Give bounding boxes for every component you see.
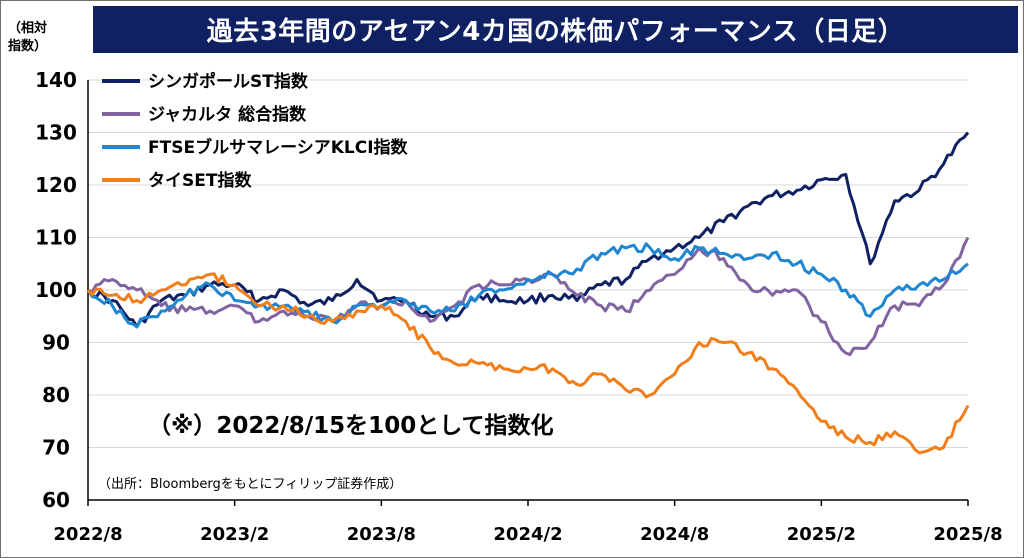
legend-label: FTSEブルサマレーシアKLCI指数: [148, 137, 409, 158]
y-tick-label: 80: [42, 383, 70, 407]
series-line: [86, 131, 970, 329]
source-note: （出所：Bloombergをもとにフィリップ証券作成）: [98, 476, 402, 492]
y-axis-label-line2: 指数）: [8, 39, 48, 54]
y-tick-label: 110: [35, 226, 77, 250]
x-tick-label: 2023/8: [347, 524, 416, 545]
x-tick-label: 2024/2: [493, 524, 562, 545]
y-axis-label-line1: （相対: [8, 21, 48, 36]
y-tick-label: 90: [42, 331, 70, 355]
series-line: [86, 272, 970, 455]
grid-lines: [88, 79, 968, 448]
normalization-note: （※）2022/8/15を100として指数化: [148, 412, 554, 439]
y-axis-label: （相対 指数）: [8, 20, 78, 56]
x-tick-label: 2022/8: [53, 524, 122, 545]
series-line: [86, 242, 969, 329]
x-tick-label: 2024/8: [640, 524, 709, 545]
x-tick-label: 2025/8: [933, 524, 1002, 545]
legend-label: シンガポールST指数: [148, 71, 309, 92]
y-tick-label: 60: [42, 488, 70, 512]
x-tick-label: 2025/2: [787, 524, 856, 545]
y-tick-label: 70: [42, 436, 70, 460]
axes: 60 70 80 90 100 110 120 130 140 2022/8 2023/2 2023/…: [35, 68, 1002, 545]
y-tick-label: 120: [35, 173, 77, 197]
y-tick-label: 100: [35, 278, 77, 302]
y-tick-label: 140: [35, 68, 77, 92]
series-line: [87, 236, 970, 357]
x-tick-label: 2023/2: [200, 524, 269, 545]
chart-title: 過去3年間のアセアン4カ国の株価パフォーマンス（日足）: [93, 6, 1018, 53]
legend-label: ジャカルタ 総合指数: [148, 104, 307, 125]
series-lines: [86, 131, 970, 455]
legend-label: タイSET指数: [148, 170, 252, 191]
y-tick-label: 130: [35, 121, 77, 145]
